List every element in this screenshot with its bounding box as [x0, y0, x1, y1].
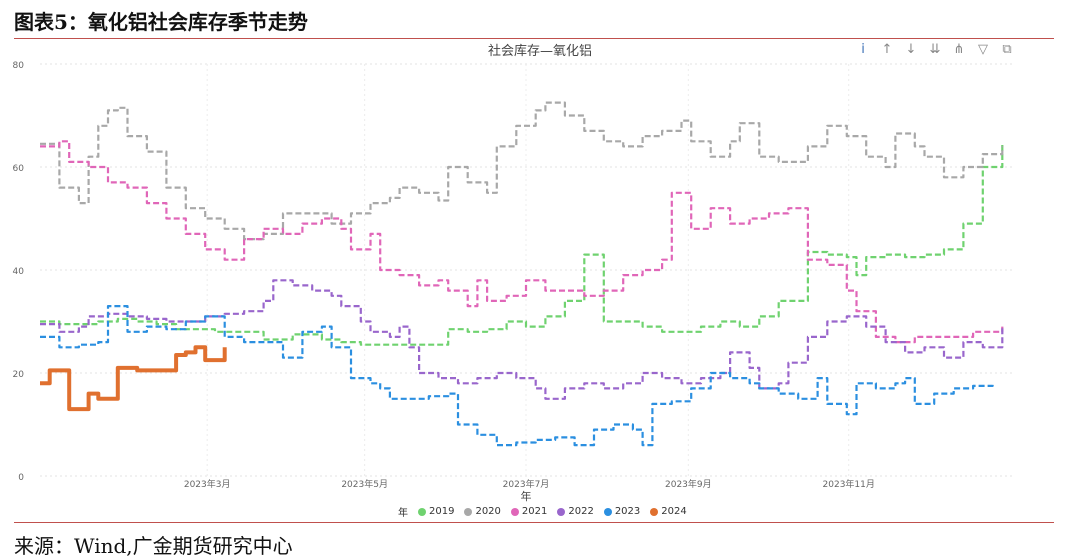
legend-label-2024: 2024: [661, 506, 687, 517]
legend-marker-2024: [650, 507, 659, 516]
y-tick-label: 40: [13, 267, 25, 277]
chart-title: 社会库存—氧化铝: [487, 44, 592, 59]
legend-title: 年: [398, 508, 408, 519]
series-line-2024: [40, 345, 227, 412]
y-tick-label: 80: [13, 61, 25, 71]
legend-item-2022[interactable]: 2022: [557, 506, 594, 517]
legend-marker-2021: [510, 507, 519, 516]
series-line-2023: [40, 305, 994, 447]
legend-marker-2020: [464, 507, 473, 516]
y-tick-label: 0: [18, 473, 24, 483]
x-tick-label: 2023年3月: [184, 478, 231, 490]
arrow-down-icon[interactable]: ↓: [905, 42, 917, 57]
info-icon[interactable]: i: [861, 42, 865, 57]
expand-hierarchy-icon[interactable]: ⋔: [953, 42, 965, 57]
series-line-2022: [40, 279, 1004, 400]
legend-label-2022: 2022: [568, 506, 594, 517]
legend-item-2023[interactable]: 2023: [603, 506, 641, 517]
legend-label-2019: 2019: [429, 506, 455, 517]
legend-item-2021[interactable]: 2021: [510, 506, 548, 517]
series-line-2019: [40, 143, 1004, 346]
chart-legend: 年 2019 2020 2021 2022 2023 2024: [398, 504, 687, 519]
legend-label-2020: 2020: [475, 506, 501, 517]
legend-label-2021: 2021: [521, 506, 548, 517]
y-tick-label: 20: [13, 370, 25, 380]
visual-toolbar: i ↑ ↓ ⇊ ⋔ ▽ ⧉: [856, 42, 1014, 57]
source-note: 来源：Wind,广金期货研究中心: [14, 534, 293, 558]
legend-label-2023: 2023: [614, 506, 641, 517]
y-tick-label: 60: [13, 164, 25, 174]
title-divider: [14, 38, 1054, 39]
filter-icon[interactable]: ▽: [978, 42, 988, 57]
legend-marker-2019: [418, 507, 426, 516]
drill-down-icon[interactable]: ⇊: [929, 42, 941, 57]
series-line-2021: [40, 140, 1004, 344]
x-tick-label: 2023年9月: [665, 478, 712, 490]
arrow-up-icon[interactable]: ↑: [881, 42, 893, 57]
legend-marker-2022: [557, 507, 566, 516]
focus-mode-icon[interactable]: ⧉: [1002, 42, 1012, 57]
legend-item-2020[interactable]: 2020: [464, 506, 501, 517]
x-axis-title: 年: [521, 489, 532, 503]
legend-marker-2023: [603, 507, 612, 516]
legend-item-2019[interactable]: 2019: [418, 506, 454, 517]
legend-item-2024[interactable]: 2024: [650, 506, 687, 517]
x-tick-label: 2023年7月: [503, 478, 550, 490]
series-line-2020: [40, 101, 1004, 241]
x-tick-label: 2023年5月: [341, 478, 388, 490]
x-tick-label: 2023年11月: [823, 478, 875, 490]
figure-title: 图表5：氧化铝社会库存季节走势: [14, 10, 308, 34]
source-divider: [14, 522, 1054, 523]
